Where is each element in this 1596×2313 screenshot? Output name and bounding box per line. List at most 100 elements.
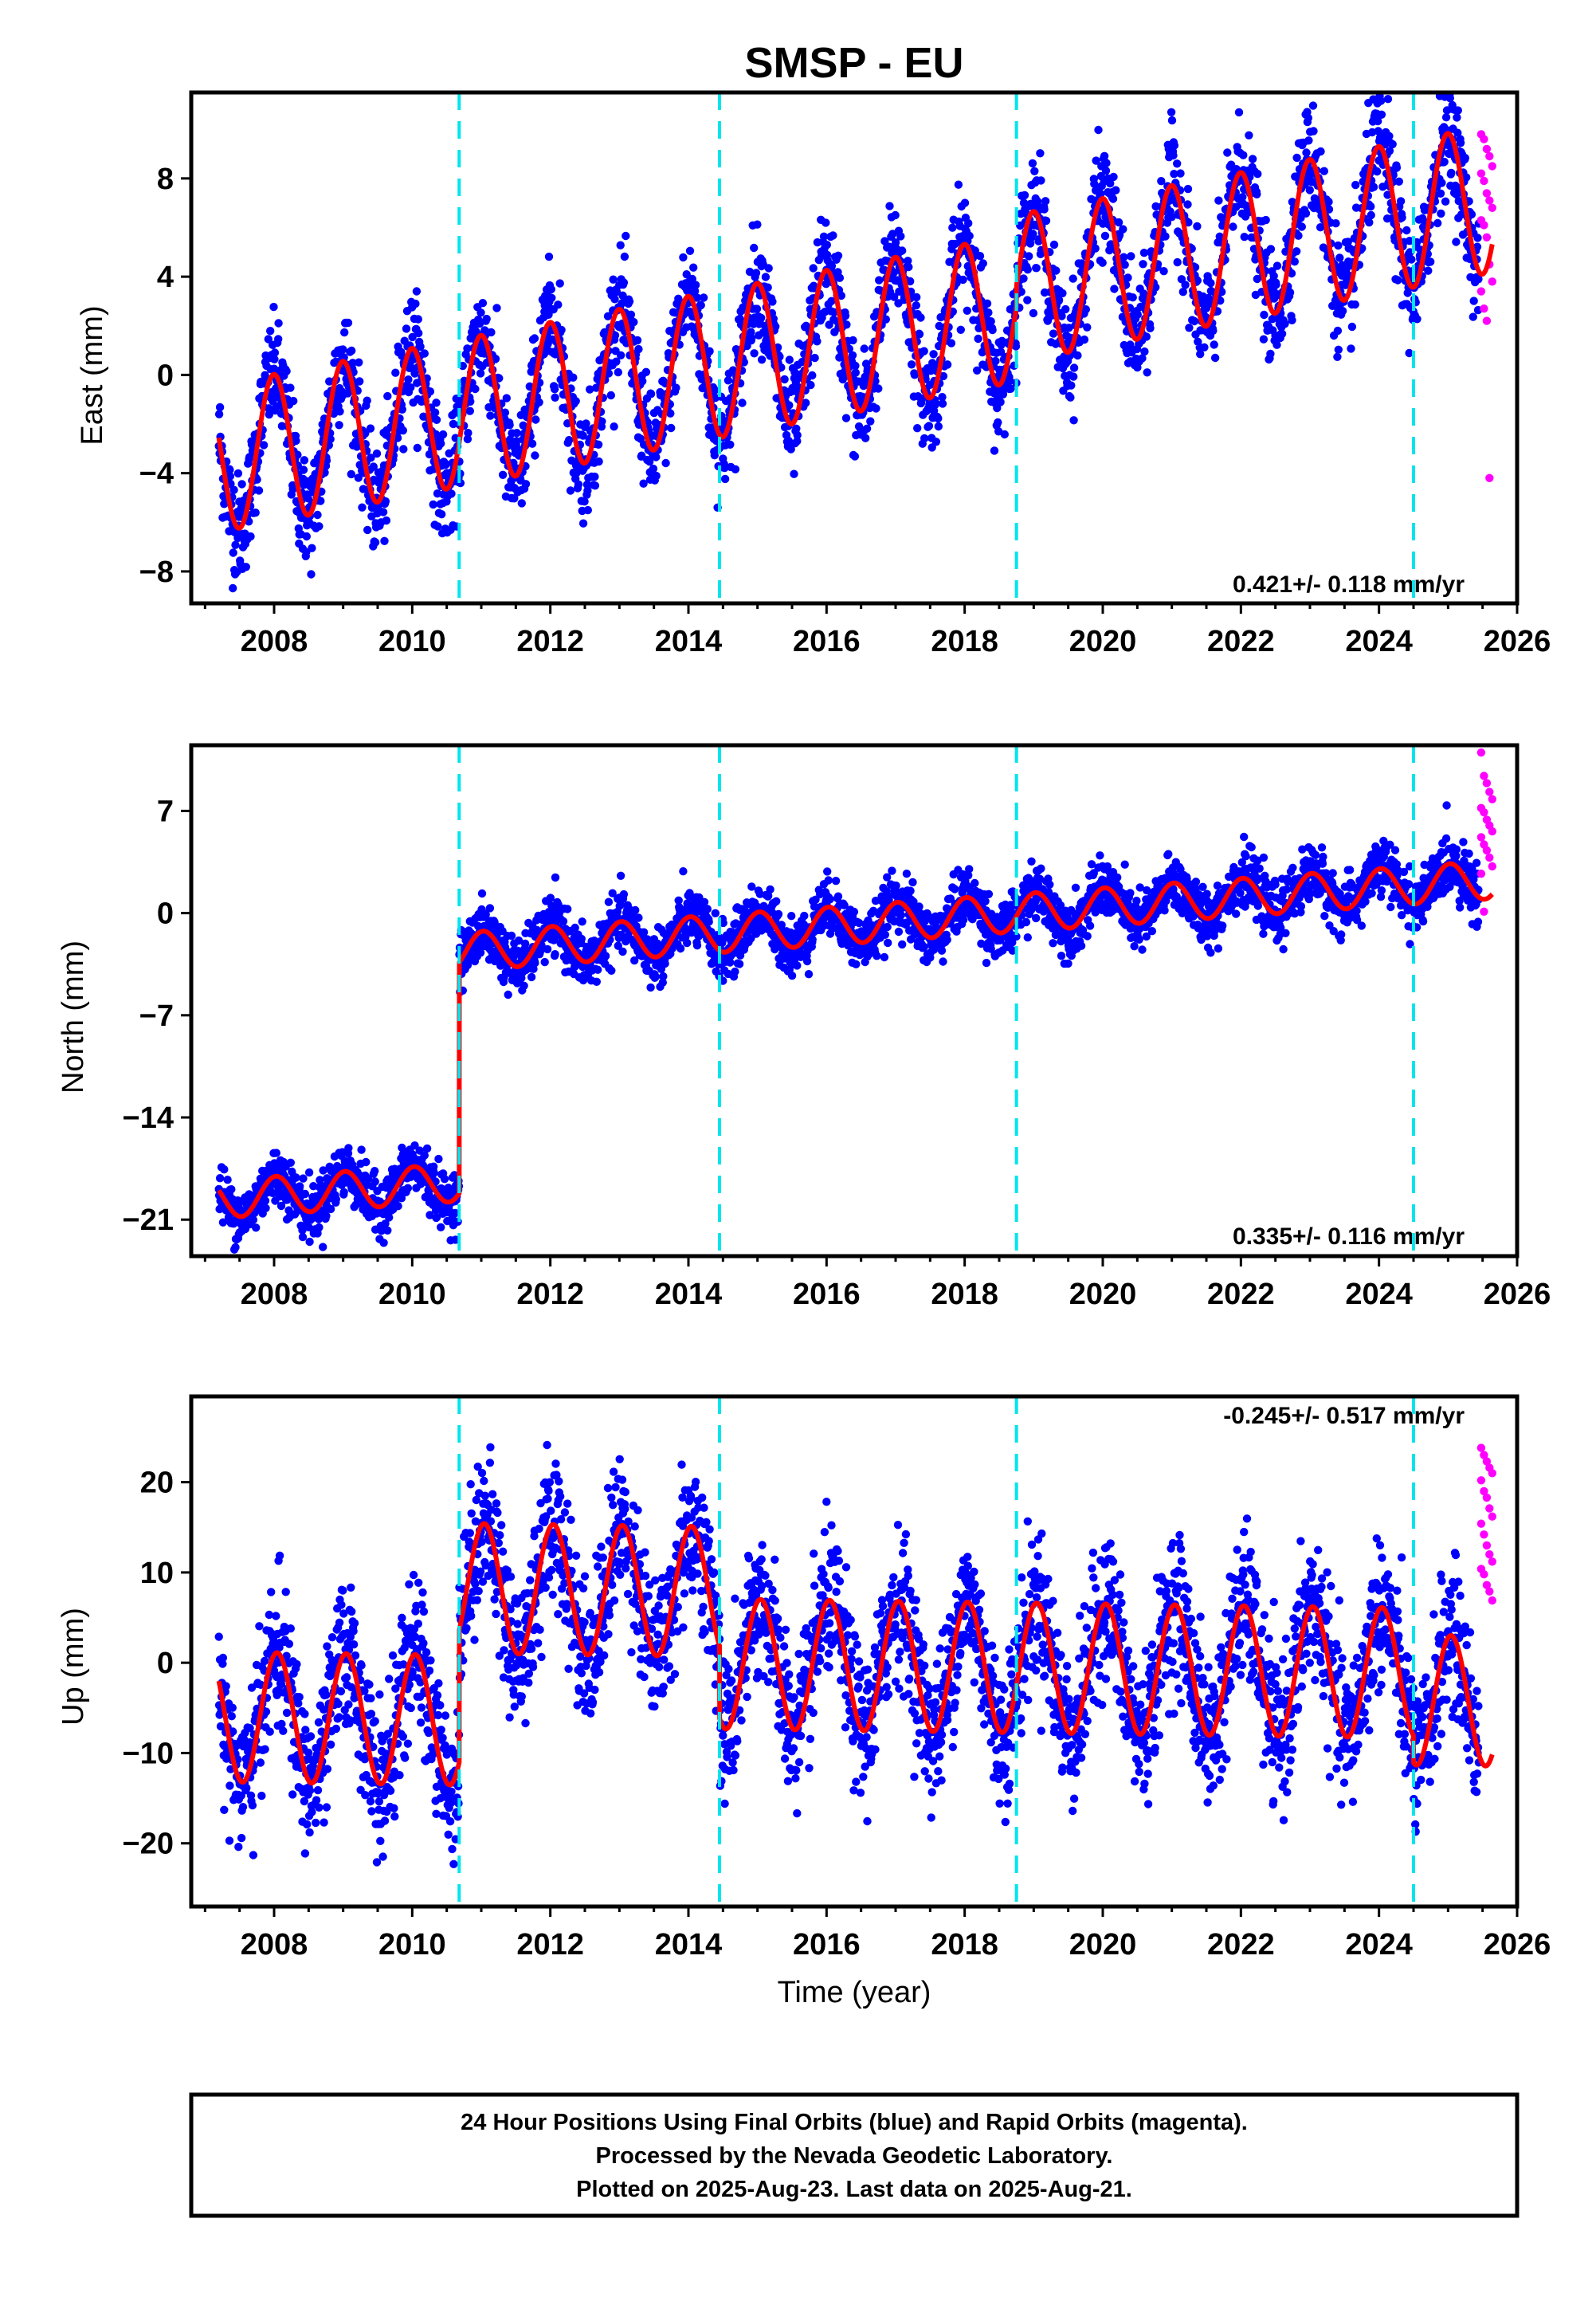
up-x-tick-label: 2010 [378, 1928, 446, 1962]
up-y-tick-label: 10 [140, 1557, 174, 1590]
up-y-tick-label: 0 [157, 1647, 174, 1680]
up-rapid-orbit-point [1488, 1512, 1497, 1521]
up-x-tick-label: 2020 [1069, 1928, 1137, 1962]
east-rapid-orbit-point [1480, 135, 1488, 143]
up-plot-area: 2008 2010 2012 2014 2016 2018 2020 2022 2024 2026… [123, 1394, 1551, 1962]
east-rapid-orbit-point [1488, 162, 1497, 171]
east-frame [189, 90, 1520, 606]
north-x-tick-label: 2012 [516, 1278, 584, 1311]
up-rapid-orbit-point [1476, 1476, 1486, 1485]
north-y-tick-label: 7 [157, 795, 174, 828]
north-rapid-orbit-point [1476, 833, 1486, 842]
east-x-tick-label: 2026 [1484, 625, 1551, 658]
north-y-tick-label: −7 [139, 999, 174, 1033]
east-y-axis-label: East (mm) [76, 305, 109, 445]
north-y-axis-label: North (mm) [57, 941, 90, 1094]
up-rapid-orbit-point [1482, 1457, 1492, 1466]
up-rapid-orbit-point [1485, 1504, 1494, 1513]
east-y-tick-label: 0 [157, 359, 174, 392]
north-rapid-orbit-point [1480, 772, 1488, 780]
east-x-tick-label: 2010 [378, 625, 446, 658]
north-x-tick-label: 2024 [1345, 1278, 1413, 1311]
north-data-layer [214, 748, 1497, 1254]
north-rapid-orbit-point [1482, 779, 1492, 787]
up-y-tick-label: −20 [123, 1828, 174, 1861]
east-rapid-orbit-point [1488, 203, 1497, 212]
up-y-tick-label: 20 [140, 1467, 174, 1500]
east-x-tick-label: 2012 [516, 625, 584, 658]
north-x-tick-label: 2008 [241, 1278, 308, 1311]
east-x-tick-label: 2008 [241, 625, 308, 658]
north-rapid-orbit-point [1488, 795, 1497, 803]
east-rate-label: 0.421+/- 0.118 mm/yr [1233, 571, 1465, 598]
up-rapid-orbit-point [1485, 1587, 1494, 1596]
up-rapid-orbit-point [1488, 1469, 1497, 1478]
north-rapid-orbit-point [1485, 787, 1494, 796]
up-model-fit-line [216, 1521, 1495, 1788]
up-x-tick-label: 2026 [1484, 1928, 1551, 1962]
north-x-tick-label: 2026 [1484, 1278, 1551, 1311]
up-y-axis-label: Up (mm) [57, 1608, 90, 1726]
up-rapid-orbit-point [1482, 1581, 1492, 1589]
north-y-tick-label: 0 [157, 897, 174, 931]
up-x-tick-label: 2008 [241, 1928, 308, 1962]
north-y-tick-label: −21 [123, 1204, 174, 1237]
up-x-tick-label: 2014 [655, 1928, 723, 1962]
up-x-tick-label: 2012 [516, 1928, 584, 1962]
caption-line-3: Plotted on 2025-Aug-23. Last data on 202… [576, 2177, 1132, 2202]
up-rapid-orbit-point [1476, 1519, 1486, 1528]
north-x-tick-label: 2020 [1069, 1278, 1137, 1311]
east-rapid-orbit-point [1482, 189, 1492, 198]
north-x-tick-label: 2014 [655, 1278, 723, 1311]
north-rapid-orbit-point [1480, 907, 1488, 917]
east-final-orbit-points [214, 92, 1484, 593]
east-plot-area: 2008 2010 2012 2014 2016 2018 2020 2022 2024 2026… [139, 90, 1551, 658]
north-panel: North (mm) 0.335+/- 0.116 mm/yr [57, 941, 1465, 1250]
up-rapid-orbit-point [1482, 1541, 1492, 1550]
north-rapid-orbit-point [1476, 748, 1486, 757]
north-plot-area: 2008 2010 2012 2014 2016 2018 2020 2022 2024 2026… [123, 743, 1551, 1311]
north-y-tick-label: −14 [123, 1102, 174, 1135]
north-rapid-orbit-point [1488, 862, 1497, 871]
north-rapid-orbit-point [1488, 827, 1497, 836]
east-x-tick-label: 2014 [655, 625, 723, 658]
east-y-tick-label: 8 [157, 163, 174, 196]
up-rapid-orbit-point [1488, 1557, 1497, 1566]
east-rapid-orbit-point [1488, 277, 1497, 286]
north-model-fit-line [216, 861, 1495, 1219]
north-rate-label: 0.335+/- 0.116 mm/yr [1233, 1223, 1465, 1250]
up-panel: Up (mm) -0.245+/- 0.517 mm/yr [57, 1403, 1465, 1726]
east-y-tick-label: 4 [157, 261, 174, 294]
north-final-orbit-points [214, 801, 1484, 1254]
up-final-orbit-points [214, 1440, 1484, 1868]
east-rapid-orbit-point [1482, 144, 1492, 154]
east-model-fit-line [216, 131, 1495, 531]
up-rapid-orbit-point [1480, 1530, 1488, 1539]
up-rapid-orbit-point [1480, 1570, 1488, 1579]
up-x-tick-label: 2018 [931, 1928, 998, 1962]
east-rapid-orbit-point [1485, 473, 1494, 482]
east-panel: East (mm) 0.421+/- 0.118 mm/yr [76, 305, 1465, 598]
east-rapid-orbit-point [1480, 304, 1488, 313]
up-rate-label: -0.245+/- 0.517 mm/yr [1223, 1403, 1465, 1429]
east-rapid-orbit-point [1485, 196, 1494, 205]
east-y-tick-label: −8 [139, 556, 174, 589]
up-rapid-orbit-point [1485, 1550, 1494, 1559]
north-rapid-orbit-point [1482, 846, 1492, 855]
east-rapid-orbit-point [1482, 316, 1492, 325]
caption-line-2: Processed by the Nevada Geodetic Laborat… [596, 2143, 1113, 2169]
north-rapid-orbit-point [1476, 870, 1486, 878]
north-x-tick-label: 2016 [793, 1278, 861, 1311]
east-rapid-orbit-point [1476, 169, 1486, 178]
east-rapid-orbit-point [1476, 287, 1486, 296]
chart-title: SMSP - EU [744, 39, 963, 87]
east-rapid-orbit-point [1485, 151, 1494, 161]
east-x-tick-label: 2016 [793, 625, 861, 658]
east-y-tick-label: −4 [139, 457, 174, 491]
east-rapid-orbit-point [1480, 221, 1488, 230]
east-data-layer [214, 92, 1497, 593]
north-frame [189, 743, 1520, 1259]
up-rapid-orbit-point [1476, 1443, 1486, 1452]
up-rapid-orbit-point [1488, 1596, 1497, 1605]
